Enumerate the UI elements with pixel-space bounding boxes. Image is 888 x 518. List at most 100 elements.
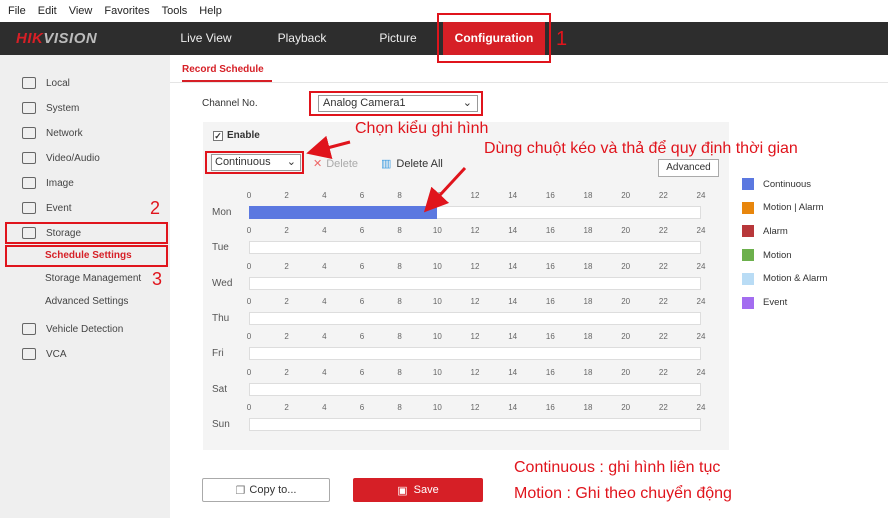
hour-tick: 8: [397, 261, 402, 271]
advanced-button[interactable]: Advanced: [658, 159, 719, 177]
hour-tick: 24: [696, 191, 706, 200]
check-icon: ✓: [213, 130, 223, 141]
sidebar-sub-schedule-settings[interactable]: Schedule Settings: [45, 250, 132, 261]
hour-tick: 0: [246, 191, 252, 200]
sidebar-sub-advanced-settings[interactable]: Advanced Settings: [45, 296, 129, 307]
floppy-icon: ▣: [397, 484, 408, 497]
schedule-bar-wed[interactable]: [249, 276, 701, 290]
hour-tick: 10: [432, 367, 442, 377]
hour-tick: 18: [583, 402, 593, 412]
x-icon: ✕: [313, 158, 323, 170]
hour-tick: 16: [545, 332, 555, 342]
nav-configuration[interactable]: Configuration: [443, 22, 545, 55]
sidebar-item-vca[interactable]: VCA: [22, 345, 67, 363]
hour-tick: 24: [696, 332, 706, 342]
hour-tick: 6: [359, 226, 365, 236]
sidebar-item-image[interactable]: Image: [22, 174, 74, 192]
legend-swatch: [742, 249, 754, 262]
delete-all-button[interactable]: ▥ Delete All: [381, 158, 443, 170]
hour-tick: 2: [284, 191, 289, 200]
channel-select[interactable]: Analog Camera1 ⌄: [318, 95, 478, 112]
save-button[interactable]: ▣ Save: [353, 478, 483, 502]
sidebar-item-system[interactable]: System: [22, 99, 79, 117]
hour-tick: 20: [621, 296, 631, 306]
schedule-segment[interactable]: [249, 206, 438, 219]
menu-edit[interactable]: Edit: [37, 5, 57, 17]
divider: [170, 82, 888, 83]
hour-tick: 16: [545, 191, 555, 200]
hour-tick: 4: [322, 332, 327, 342]
hour-tick: 22: [658, 296, 668, 306]
hour-tick: 0: [246, 367, 252, 377]
hour-tick: 2: [284, 296, 289, 306]
nav-picture[interactable]: Picture: [379, 31, 417, 45]
tab-record-schedule[interactable]: Record Schedule: [182, 64, 264, 75]
hour-tick: 4: [322, 191, 327, 200]
trash-icon: ▥: [381, 158, 392, 170]
nav-live-view[interactable]: Live View: [180, 31, 232, 45]
hour-tick: 16: [545, 226, 555, 236]
hour-tick: 20: [621, 226, 631, 236]
hour-tick: 4: [322, 261, 327, 271]
tab-underline: [182, 80, 272, 82]
menu-view[interactable]: View: [68, 5, 93, 17]
chevron-down-icon: ⌄: [286, 156, 296, 168]
hour-tick: 10: [432, 296, 442, 306]
hour-tick: 6: [359, 367, 365, 377]
annotation-drag: Dùng chuột kéo và thả để quy định thời g…: [484, 140, 798, 157]
hour-tick: 12: [470, 226, 480, 236]
enable-checkbox[interactable]: ✓ Enable: [213, 130, 260, 141]
sidebar-item-local[interactable]: Local: [22, 74, 70, 92]
hour-tick: 10: [432, 226, 442, 236]
sidebar-item-storage[interactable]: Storage: [22, 224, 81, 242]
hour-tick: 12: [470, 261, 480, 271]
schedule-bar-sun[interactable]: [249, 417, 701, 431]
schedule-bar-tue[interactable]: [249, 241, 701, 255]
hour-tick: 0: [246, 402, 252, 412]
hour-tick: 2: [284, 226, 289, 236]
hour-tick: 6: [359, 191, 365, 200]
day-label-mon: Mon: [212, 207, 232, 218]
hour-tick: 24: [696, 367, 706, 377]
menu-help[interactable]: Help: [199, 5, 222, 17]
day-label-tue: Tue: [212, 242, 229, 254]
sidebar-sub-storage-management[interactable]: Storage Management: [45, 273, 142, 284]
copy-to-button[interactable]: ❐ Copy to...: [202, 478, 330, 502]
schedule-bar-fri[interactable]: [249, 347, 701, 361]
hour-tick: 16: [545, 402, 555, 412]
sidebar-item-event[interactable]: Event: [22, 199, 72, 217]
highlight-storage: [5, 222, 168, 244]
hour-tick: 0: [246, 332, 252, 342]
delete-button[interactable]: ✕ Delete: [313, 158, 359, 170]
menu-tools[interactable]: Tools: [161, 5, 188, 17]
sidebar-item-vehicle-detection[interactable]: Vehicle Detection: [22, 320, 123, 338]
sidebar-item-video-audio[interactable]: Video/Audio: [22, 149, 100, 167]
sidebar-item-network[interactable]: Network: [22, 124, 83, 142]
hour-tick: 18: [583, 296, 593, 306]
record-type-select[interactable]: Continuous ⌄: [211, 154, 301, 171]
hour-tick: 22: [658, 191, 668, 200]
arrow-to-schedule-bar: [423, 166, 467, 213]
top-nav: HIKVISION Live View Playback Picture Con…: [0, 22, 888, 55]
highlight-schedule-settings: [5, 245, 168, 267]
schedule-bar-sat[interactable]: [249, 382, 701, 396]
arrow-to-type-select: [306, 135, 351, 160]
nav-playback[interactable]: Playback: [277, 31, 327, 45]
vca-icon: [22, 348, 36, 360]
hour-tick: 6: [359, 296, 365, 306]
hour-tick: 18: [583, 191, 593, 200]
menu-favorites[interactable]: Favorites: [104, 5, 150, 17]
monitor-icon: [22, 77, 36, 89]
hour-tick: 10: [432, 402, 442, 412]
hour-tick: 8: [397, 402, 402, 412]
legend-swatch: [742, 225, 754, 238]
schedule-bar-thu[interactable]: [249, 311, 701, 325]
hour-tick: 20: [621, 191, 631, 200]
menu-file[interactable]: File: [8, 5, 26, 17]
hour-tick: 16: [545, 296, 555, 306]
hour-tick: 20: [621, 367, 631, 377]
hour-tick: 24: [696, 402, 706, 412]
highlight-record-type: [205, 151, 304, 174]
hour-tick: 18: [583, 332, 593, 342]
hour-tick: 20: [621, 402, 631, 412]
